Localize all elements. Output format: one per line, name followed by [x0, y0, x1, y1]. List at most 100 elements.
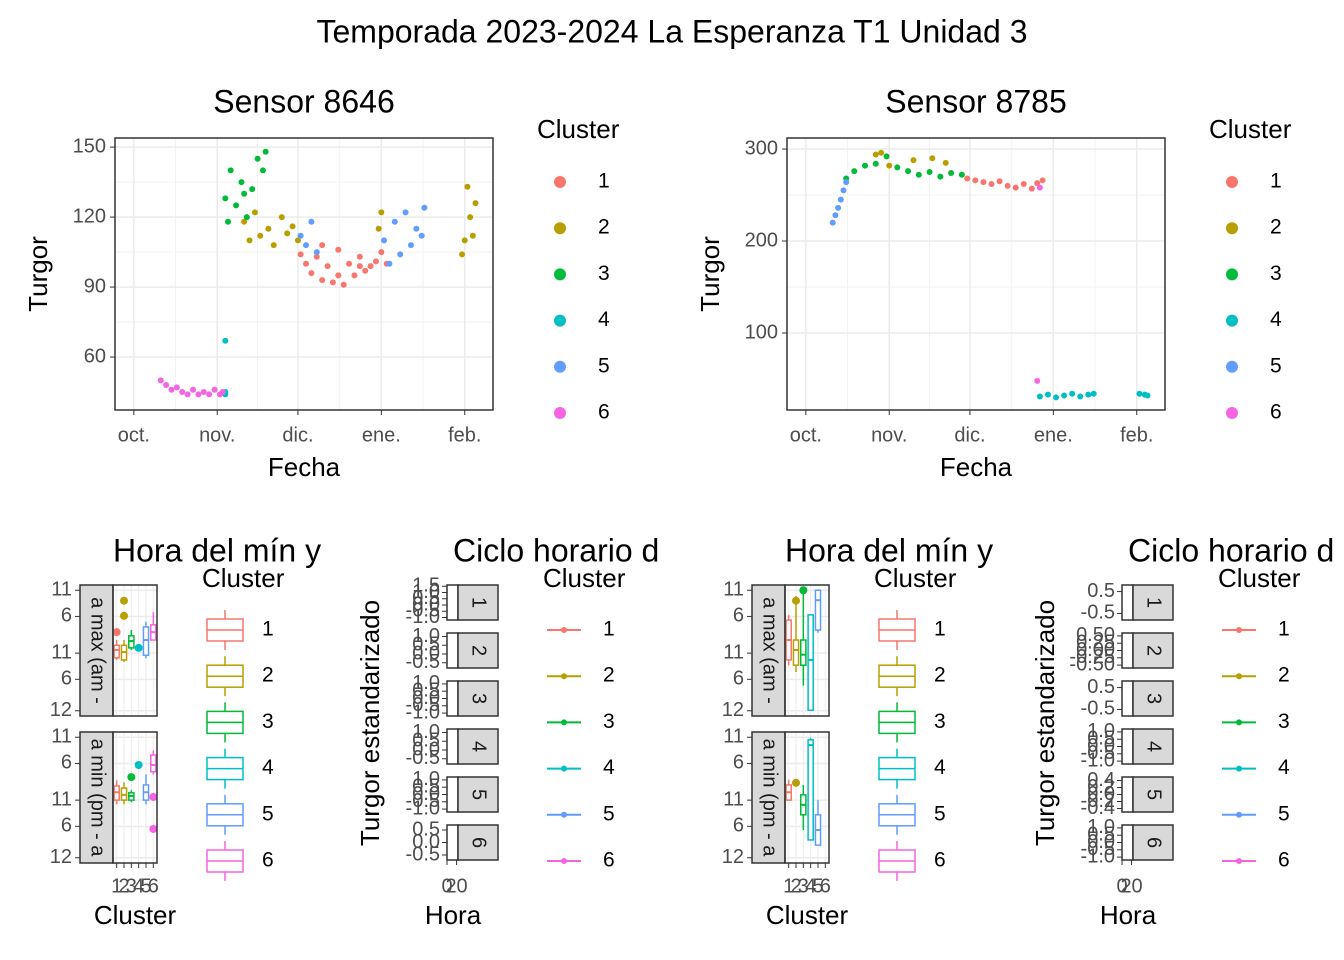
- facet-label: 2: [1143, 645, 1165, 656]
- point: [832, 212, 839, 219]
- y-tick-label: -1.0: [406, 606, 440, 628]
- point: [407, 242, 414, 249]
- x-tick-label: 3: [798, 875, 809, 897]
- legend-label: 5: [262, 802, 274, 825]
- legend-dot: [561, 858, 567, 864]
- point: [929, 155, 936, 162]
- point: [472, 200, 479, 207]
- legend-title: Cluster: [1209, 114, 1292, 144]
- legend-dot: [1236, 673, 1242, 680]
- facet-label: 3: [468, 693, 490, 704]
- facet-label: 6: [468, 837, 490, 848]
- box: [814, 589, 822, 631]
- point: [249, 186, 256, 193]
- point: [988, 180, 995, 187]
- y-tick-label: 0.0: [412, 642, 440, 664]
- legend-label: 4: [603, 756, 615, 779]
- outlier: [127, 773, 136, 782]
- point: [1004, 182, 1011, 189]
- facet-label: 4: [1143, 741, 1165, 752]
- legend-label: 1: [934, 618, 946, 641]
- x-tick-label: 0: [1116, 875, 1127, 897]
- facet-label: a max (am -: [87, 597, 109, 704]
- point: [391, 218, 398, 225]
- plot-border: [446, 584, 459, 621]
- point: [163, 382, 170, 389]
- facet-strip: [457, 824, 499, 861]
- point: [835, 204, 842, 211]
- legend-label: 5: [934, 802, 946, 825]
- y-tick-label: 12: [50, 699, 72, 721]
- legend-title: Cluster: [537, 114, 620, 144]
- panel-title: Ciclo horario d: [453, 532, 659, 568]
- legend-dot: [1236, 811, 1242, 818]
- point: [418, 232, 425, 239]
- plot-border: [446, 680, 459, 717]
- point: [346, 260, 353, 267]
- point: [862, 162, 869, 169]
- x-tick-label: dic.: [954, 424, 985, 446]
- point: [294, 237, 301, 244]
- point: [241, 190, 248, 197]
- point: [362, 267, 369, 274]
- y-tick-label: 6: [61, 605, 72, 627]
- y-tick-label: 6: [733, 815, 744, 837]
- y-tick-label: 90: [84, 275, 106, 297]
- facet-strip: [1132, 728, 1174, 765]
- legend-label: 3: [1270, 262, 1282, 285]
- point: [351, 272, 358, 279]
- y-tick-label: -0.4: [1081, 797, 1115, 819]
- point: [467, 214, 474, 221]
- y-tick-label: -0.5: [406, 694, 440, 716]
- y-tick-label: 11: [723, 726, 744, 748]
- y-tick-label: 6: [61, 752, 72, 774]
- plot-border: [1121, 824, 1134, 861]
- y-tick-label: 6: [733, 605, 744, 627]
- x-tick-label: 6: [820, 875, 831, 897]
- facet-strip: [1132, 776, 1174, 813]
- facet-label: 2: [468, 645, 490, 656]
- y-tick-label: 0.5: [412, 775, 440, 797]
- point: [211, 386, 218, 393]
- point: [905, 168, 912, 175]
- panel-title: Ciclo horario d: [1128, 532, 1334, 568]
- point: [837, 196, 844, 203]
- outlier: [792, 596, 800, 605]
- point: [284, 230, 291, 237]
- facet-strip: [1132, 824, 1174, 861]
- legend-dot: [1236, 719, 1242, 726]
- point: [270, 242, 277, 249]
- x-tick-label: 4: [133, 875, 144, 897]
- x-axis-label: Fecha: [268, 452, 341, 482]
- y-tick-label: 0.5: [412, 634, 440, 656]
- point: [313, 253, 320, 260]
- point: [413, 225, 420, 232]
- y-tick-label: 1.0: [412, 721, 440, 743]
- point: [356, 263, 363, 270]
- x-tick-label: 1: [783, 875, 794, 897]
- panel-title: Hora del mín y: [113, 532, 321, 568]
- x-tick-label: 5: [812, 875, 823, 897]
- legend-marker: [1226, 268, 1238, 281]
- legend-marker: [554, 407, 566, 419]
- point: [329, 279, 336, 286]
- point: [233, 202, 240, 209]
- point: [948, 169, 955, 176]
- point: [402, 209, 409, 216]
- point: [1069, 390, 1076, 397]
- x-axis-label: Hora: [1100, 900, 1157, 930]
- point: [265, 225, 272, 232]
- facet-label: 5: [1143, 789, 1165, 800]
- point: [303, 260, 310, 267]
- point: [851, 168, 858, 175]
- point: [910, 157, 917, 164]
- point: [381, 237, 388, 244]
- facet-strip: [457, 728, 499, 765]
- outlier: [792, 778, 800, 787]
- point: [200, 389, 207, 396]
- outlier: [149, 792, 158, 801]
- point: [937, 173, 944, 180]
- y-tick-label: 0.0: [1087, 735, 1115, 757]
- legend-label: 5: [603, 802, 615, 825]
